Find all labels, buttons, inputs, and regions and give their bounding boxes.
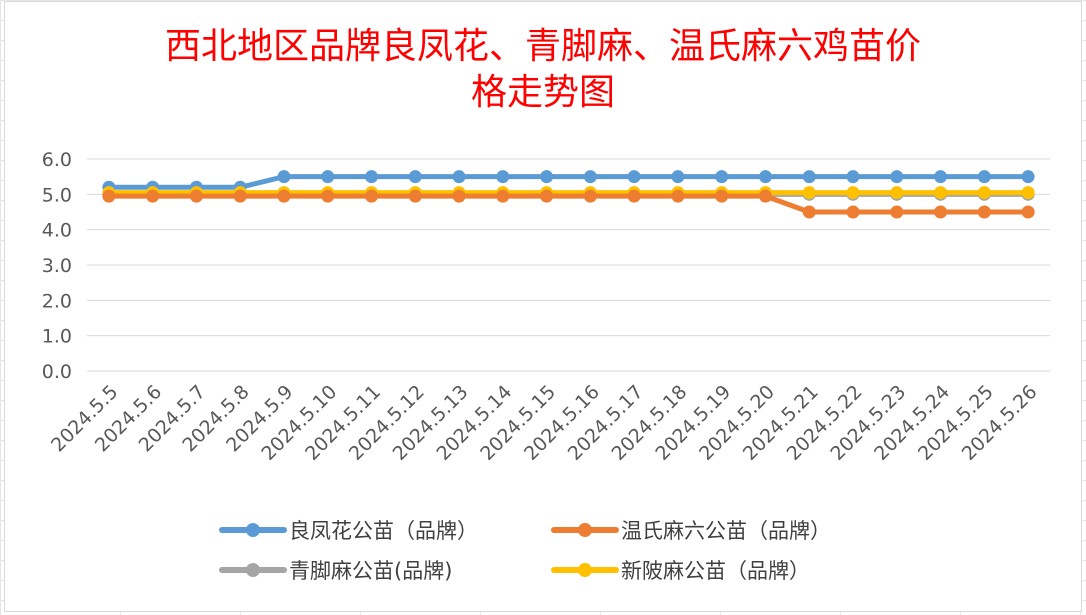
y-tick-label: 6.0	[42, 149, 72, 171]
chart-title-line-1: 西北地区品牌良凤花、青脚麻、温氏麻六鸡苗价	[164, 26, 921, 67]
data-point-series-0	[277, 170, 291, 184]
data-point-series-3	[189, 189, 203, 203]
y-tick-label: 0.0	[42, 361, 72, 383]
data-point-series-0	[715, 170, 729, 184]
data-point-series-0	[365, 170, 379, 184]
legend-item: 温氏麻六公苗（品牌）	[551, 510, 831, 550]
chart-legend: 良凤花公苗（品牌） 温氏麻六公苗（品牌） 青脚麻公苗(品牌) 新陂麻公苗（品牌）	[0, 508, 1086, 588]
data-point-series-3	[365, 189, 379, 203]
legend-item: 青脚麻公苗(品牌)	[219, 550, 452, 590]
data-point-series-0	[846, 170, 860, 184]
y-tick-label: 3.0	[42, 255, 72, 277]
chart-title-line-2: 格走势图	[470, 72, 615, 113]
legend-swatch-marker	[246, 523, 260, 537]
y-tick-label: 5.0	[42, 184, 72, 206]
legend-swatch-marker	[578, 563, 592, 577]
data-point-series-3	[627, 189, 641, 203]
legend-swatch	[219, 510, 287, 550]
data-point-series-2	[802, 186, 816, 200]
data-point-series-0	[1021, 170, 1035, 184]
data-point-series-3	[583, 189, 597, 203]
data-point-series-3	[671, 189, 685, 203]
data-point-series-0	[671, 170, 685, 184]
legend-swatch-marker	[578, 523, 592, 537]
data-point-series-3	[934, 205, 948, 219]
data-point-series-0	[977, 170, 991, 184]
data-point-series-2	[846, 186, 860, 200]
data-point-series-0	[496, 170, 510, 184]
data-point-series-2	[977, 186, 991, 200]
data-point-series-3	[802, 205, 816, 219]
data-point-series-0	[890, 170, 904, 184]
data-point-series-3	[977, 205, 991, 219]
data-point-series-3	[758, 189, 772, 203]
data-point-series-3	[1021, 205, 1035, 219]
data-point-series-3	[233, 189, 247, 203]
y-tick-label: 4.0	[42, 220, 72, 242]
chart-title: 西北地区品牌良凤花、青脚麻、温氏麻六鸡苗价 格走势图	[0, 24, 1086, 116]
legend-item: 良凤花公苗（品牌）	[219, 510, 478, 550]
data-point-series-0	[934, 170, 948, 184]
data-point-series-0	[452, 170, 466, 184]
data-point-series-3	[540, 189, 554, 203]
data-point-series-0	[802, 170, 816, 184]
legend-label: 青脚麻公苗(品牌)	[289, 559, 453, 583]
legend-swatch	[551, 550, 619, 590]
series-line-0	[106, 174, 1031, 190]
data-point-series-2	[890, 186, 904, 200]
data-point-series-0	[540, 170, 554, 184]
data-point-series-0	[583, 170, 597, 184]
data-point-series-3	[408, 189, 422, 203]
chart-area[interactable]	[4, 1, 1082, 612]
data-point-series-3	[846, 205, 860, 219]
data-point-series-3	[715, 189, 729, 203]
data-point-series-0	[321, 170, 335, 184]
data-point-series-3	[452, 189, 466, 203]
data-point-series-0	[408, 170, 422, 184]
legend-label: 温氏麻六公苗（品牌）	[621, 519, 831, 543]
data-point-series-3	[277, 189, 291, 203]
legend-label: 良凤花公苗（品牌）	[289, 519, 478, 543]
data-point-series-3	[102, 189, 116, 203]
y-tick-label: 1.0	[42, 326, 72, 348]
legend-swatch	[219, 550, 287, 590]
data-point-series-3	[496, 189, 510, 203]
legend-swatch-marker	[246, 563, 260, 577]
data-point-series-3	[321, 189, 335, 203]
series-line-3	[106, 193, 1031, 215]
data-point-series-3	[146, 189, 160, 203]
data-point-series-0	[627, 170, 641, 184]
legend-swatch	[551, 510, 619, 550]
data-point-series-3	[890, 205, 904, 219]
y-tick-label: 2.0	[42, 290, 72, 312]
data-point-series-0	[758, 170, 772, 184]
legend-item: 新陂麻公苗（品牌）	[551, 550, 810, 590]
data-point-series-2	[1021, 186, 1035, 200]
data-point-series-2	[934, 186, 948, 200]
legend-label: 新陂麻公苗（品牌）	[621, 559, 810, 583]
